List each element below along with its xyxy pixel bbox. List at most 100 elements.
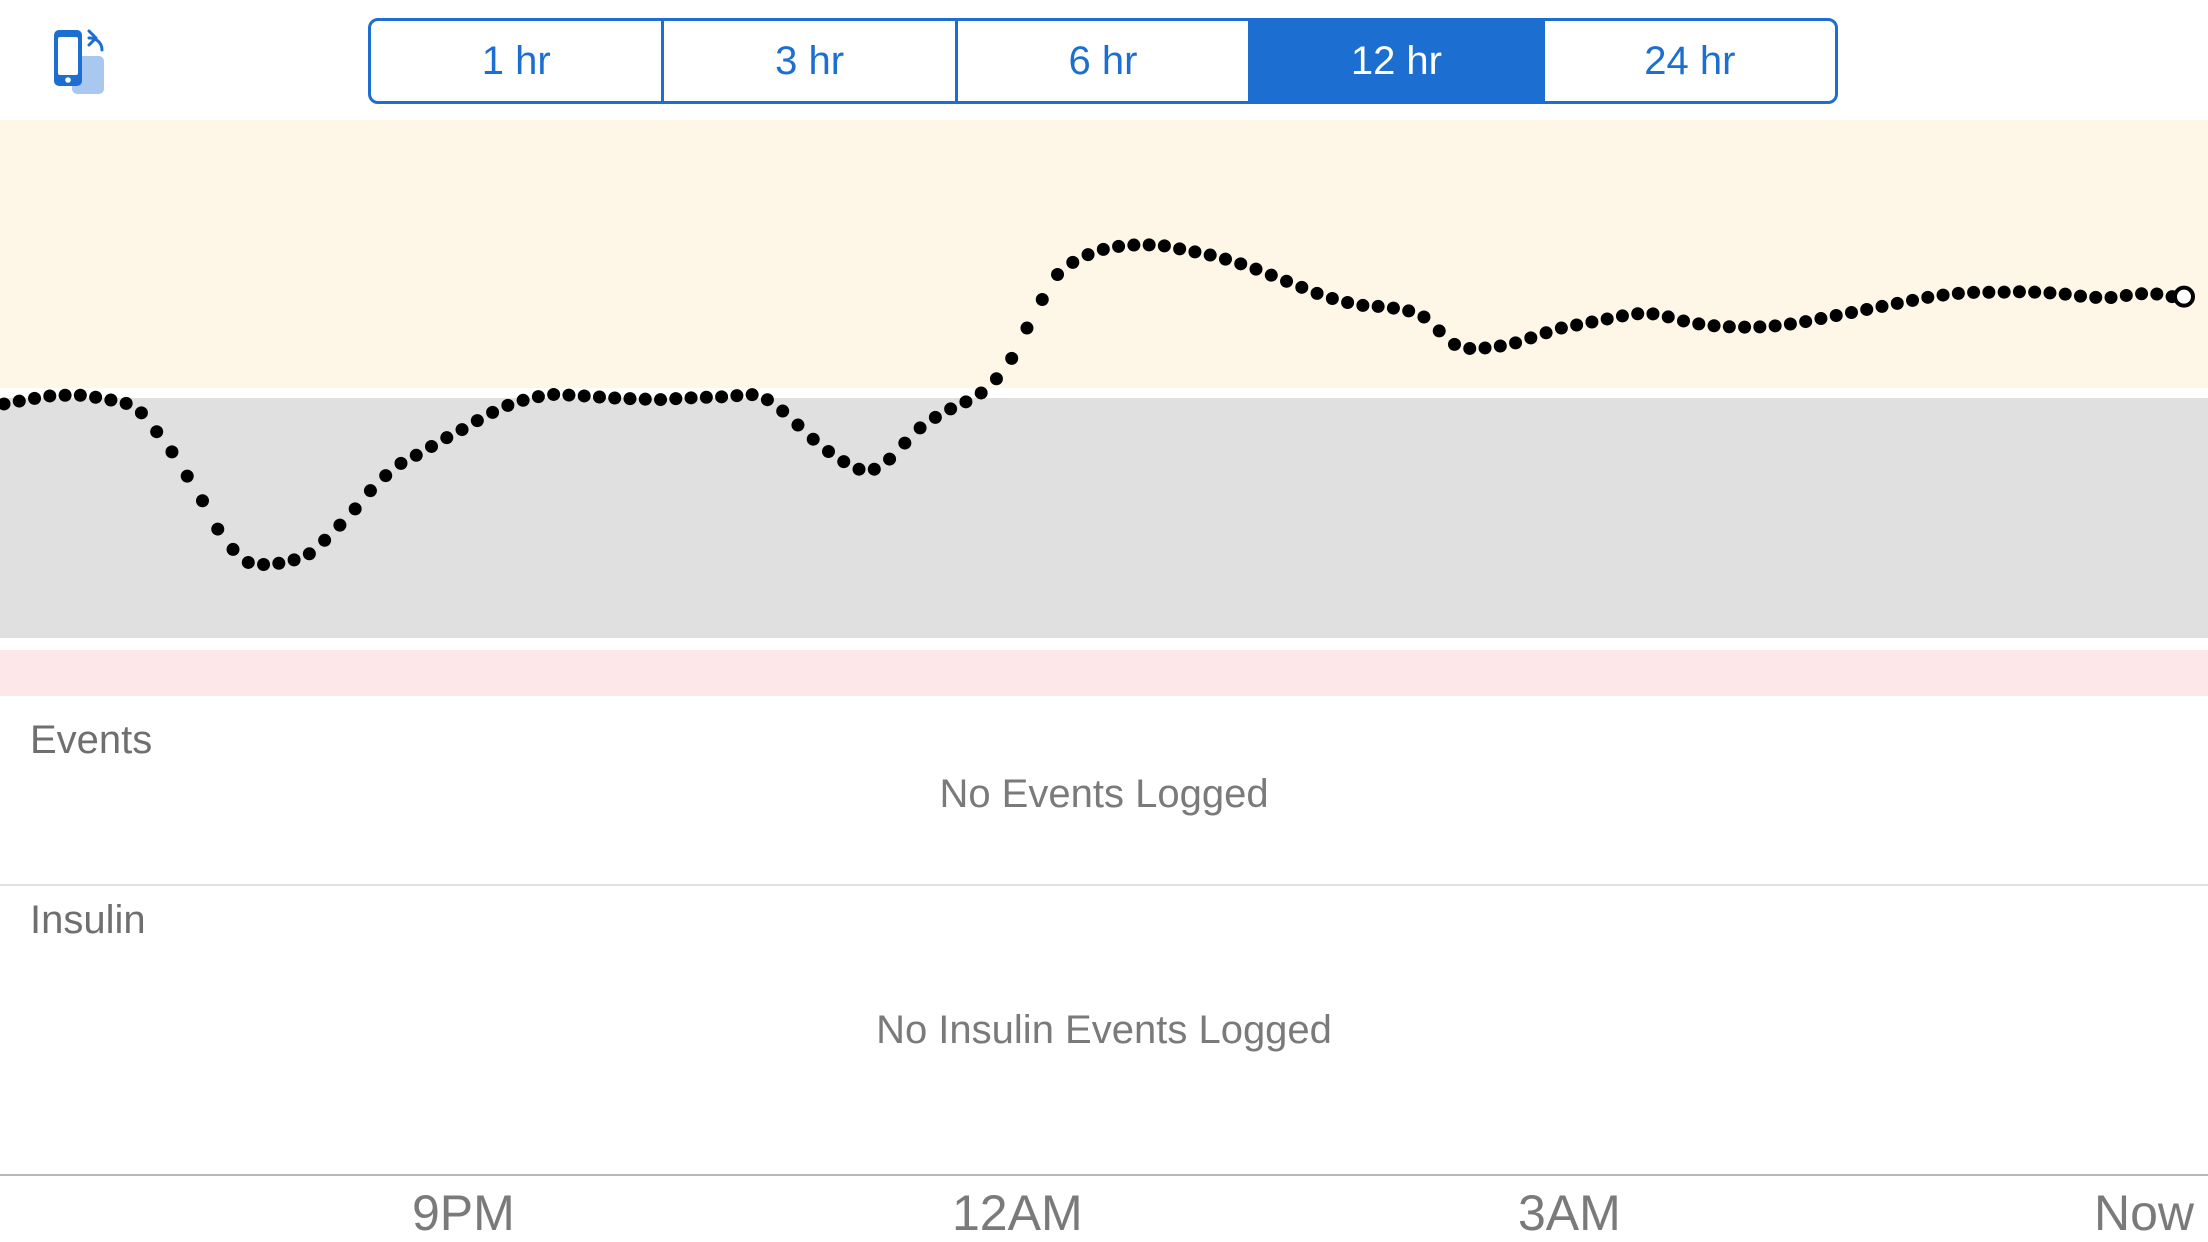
glucose-reading-dot — [1936, 288, 1950, 302]
time-axis-line — [0, 1174, 2208, 1176]
glucose-reading-dot — [1341, 296, 1355, 310]
glucose-reading-dot — [1539, 326, 1553, 340]
glucose-reading-dot — [1249, 262, 1263, 276]
glucose-reading-dot — [119, 396, 133, 410]
glucose-reading-dot — [287, 553, 301, 567]
low-range-band — [0, 650, 2208, 696]
events-section-title: Events — [30, 718, 153, 762]
range-24hr-segment[interactable]: 24 hr — [1644, 38, 1736, 83]
glucose-reading-dot — [2012, 285, 2026, 299]
glucose-reading-dot — [1447, 337, 1461, 351]
glucose-reading-dot — [623, 392, 637, 406]
range-1hr-segment[interactable]: 1 hr — [371, 21, 665, 101]
glucose-reading-dot — [1478, 341, 1492, 355]
glucose-reading-dot — [28, 391, 42, 405]
glucose-reading-dot — [791, 418, 805, 432]
glucose-reading-dot — [715, 390, 729, 404]
glucose-reading-dot — [150, 425, 164, 439]
glucose-reading-dot — [2089, 290, 2103, 304]
glucose-reading-dot — [12, 394, 26, 408]
glucose-reading-dot — [592, 390, 606, 404]
glucose-reading-dot — [1280, 274, 1294, 288]
glucose-reading-dot — [2058, 287, 2072, 301]
glucose-reading-dot — [577, 389, 591, 403]
glucose-reading-dot — [1524, 331, 1538, 345]
glucose-reading-dot — [1814, 312, 1828, 326]
glucose-reading-dot — [363, 484, 377, 498]
glucose-reading-dot — [1997, 285, 2011, 299]
rotate-device-icon — [54, 29, 104, 94]
glucose-reading-dot — [165, 445, 179, 459]
glucose-reading-dot — [562, 388, 576, 402]
glucose-reading-dot — [1570, 318, 1584, 332]
glucose-reading-dot — [1844, 305, 1858, 319]
glucose-reading-dot — [1188, 245, 1202, 259]
glucose-reading-dot — [669, 392, 683, 406]
glucose-reading-dot — [1738, 320, 1752, 334]
glucose-reading-dot — [1157, 239, 1171, 253]
glucose-reading-dot — [1600, 312, 1614, 326]
glucose-reading-dot — [913, 421, 927, 435]
glucose-reading-dot — [944, 402, 958, 416]
glucose-reading-dot — [1509, 336, 1523, 350]
glucose-reading-dot — [928, 410, 942, 424]
glucose-reading-dot — [1005, 351, 1019, 365]
glucose-reading-dot — [852, 462, 866, 476]
glucose-reading-dot — [272, 556, 286, 570]
glucose-reading-dot — [776, 404, 790, 418]
glucose-reading-dot — [608, 391, 622, 405]
glucose-reading-dot — [2073, 289, 2087, 303]
range-6hr-segment[interactable]: 6 hr — [958, 21, 1252, 101]
glucose-reading-dot — [1051, 268, 1065, 282]
glucose-reading-dot — [638, 392, 652, 406]
glucose-reading-dot — [1371, 299, 1385, 313]
glucose-reading-dot — [898, 436, 912, 450]
glucose-reading-dot — [1356, 298, 1370, 312]
top-bar: 1 hr 3 hr 6 hr 12 hr 24 hr — [0, 0, 2208, 120]
glucose-reading-dot — [2135, 287, 2149, 301]
glucose-reading-dot — [821, 444, 835, 458]
glucose-reading-dot — [1982, 285, 1996, 299]
glucose-reading-dot — [394, 456, 408, 470]
rotate-device-button[interactable] — [48, 26, 132, 98]
glucose-reading-dot — [134, 406, 148, 420]
glucose-reading-dot — [730, 389, 744, 403]
glucose-reading-dot — [1829, 309, 1843, 323]
glucose-reading-dot — [180, 469, 194, 483]
insulin-empty-message: No Insulin Events Logged — [876, 1008, 1332, 1052]
glucose-reading-dot — [425, 439, 439, 453]
glucose-reading-dot — [1020, 321, 1034, 335]
glucose-reading-dot — [1646, 307, 1660, 321]
glucose-reading-dot — [0, 397, 11, 411]
glucose-reading-dot — [2150, 287, 2164, 301]
glucose-reading-dot — [1890, 296, 1904, 310]
glucose-reading-dot — [486, 405, 500, 419]
glucose-reading-dot — [1967, 285, 1981, 299]
glucose-reading-dot — [959, 395, 973, 409]
glucose-chart — [0, 120, 2208, 705]
glucose-reading-dot — [1173, 242, 1187, 256]
events-empty-message: No Events Logged — [939, 772, 1269, 816]
section-divider — [0, 884, 2208, 886]
glucose-reading-dot — [837, 455, 851, 469]
glucose-reading-dot — [195, 494, 209, 508]
range-12hr-segment[interactable]: 12 hr — [1251, 21, 1545, 101]
range-3hr-segment[interactable]: 3 hr — [664, 21, 958, 101]
glucose-reading-dot — [989, 372, 1003, 386]
glucose-reading-dot — [1906, 293, 1920, 307]
glucose-reading-dot — [1799, 315, 1813, 329]
glucose-reading-dot — [104, 393, 118, 407]
glucose-reading-dot — [2119, 288, 2133, 302]
glucose-reading-dot — [883, 452, 897, 466]
glucose-reading-dot — [547, 387, 561, 401]
glucose-reading-dot — [1112, 239, 1126, 253]
glucose-reading-dot — [1554, 321, 1568, 335]
glucose-reading-dot — [1463, 341, 1477, 355]
glucose-reading-dot — [1692, 317, 1706, 331]
glucose-reading-dot — [531, 390, 545, 404]
glucose-reading-dot — [806, 432, 820, 446]
time-label-3am: 3AM — [1518, 1185, 1621, 1241]
glucose-reading-dot — [1325, 291, 1339, 305]
time-range-selector: 1 hr 3 hr 6 hr 12 hr 24 hr — [368, 18, 1838, 104]
glucose-reading-dot — [699, 390, 713, 404]
